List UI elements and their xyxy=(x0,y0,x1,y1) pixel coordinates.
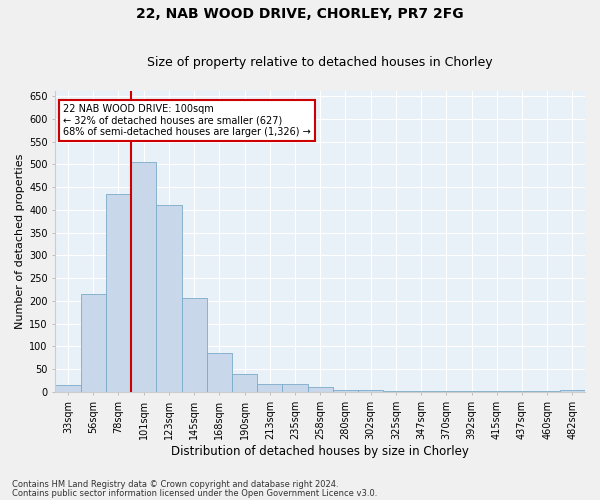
Bar xyxy=(509,390,535,392)
Bar xyxy=(409,390,434,392)
Bar xyxy=(434,390,459,392)
Bar xyxy=(80,294,106,392)
Text: 22, NAB WOOD DRIVE, CHORLEY, PR7 2FG: 22, NAB WOOD DRIVE, CHORLEY, PR7 2FG xyxy=(136,8,464,22)
Title: Size of property relative to detached houses in Chorley: Size of property relative to detached ho… xyxy=(148,56,493,70)
Bar xyxy=(333,390,358,392)
Bar xyxy=(55,385,80,392)
Bar xyxy=(283,384,308,392)
Bar xyxy=(308,388,333,392)
Bar xyxy=(232,374,257,392)
Text: 22 NAB WOOD DRIVE: 100sqm
← 32% of detached houses are smaller (627)
68% of semi: 22 NAB WOOD DRIVE: 100sqm ← 32% of detac… xyxy=(64,104,311,136)
Bar xyxy=(484,390,509,392)
Bar xyxy=(560,390,585,392)
X-axis label: Distribution of detached houses by size in Chorley: Distribution of detached houses by size … xyxy=(171,444,469,458)
Text: Contains public sector information licensed under the Open Government Licence v3: Contains public sector information licen… xyxy=(12,488,377,498)
Bar xyxy=(535,390,560,392)
Bar xyxy=(106,194,131,392)
Bar xyxy=(383,390,409,392)
Bar xyxy=(182,298,207,392)
Bar xyxy=(157,206,182,392)
Text: Contains HM Land Registry data © Crown copyright and database right 2024.: Contains HM Land Registry data © Crown c… xyxy=(12,480,338,489)
Bar xyxy=(459,390,484,392)
Bar xyxy=(257,384,283,392)
Bar xyxy=(207,353,232,392)
Bar xyxy=(131,162,157,392)
Y-axis label: Number of detached properties: Number of detached properties xyxy=(15,154,25,330)
Bar xyxy=(358,390,383,392)
